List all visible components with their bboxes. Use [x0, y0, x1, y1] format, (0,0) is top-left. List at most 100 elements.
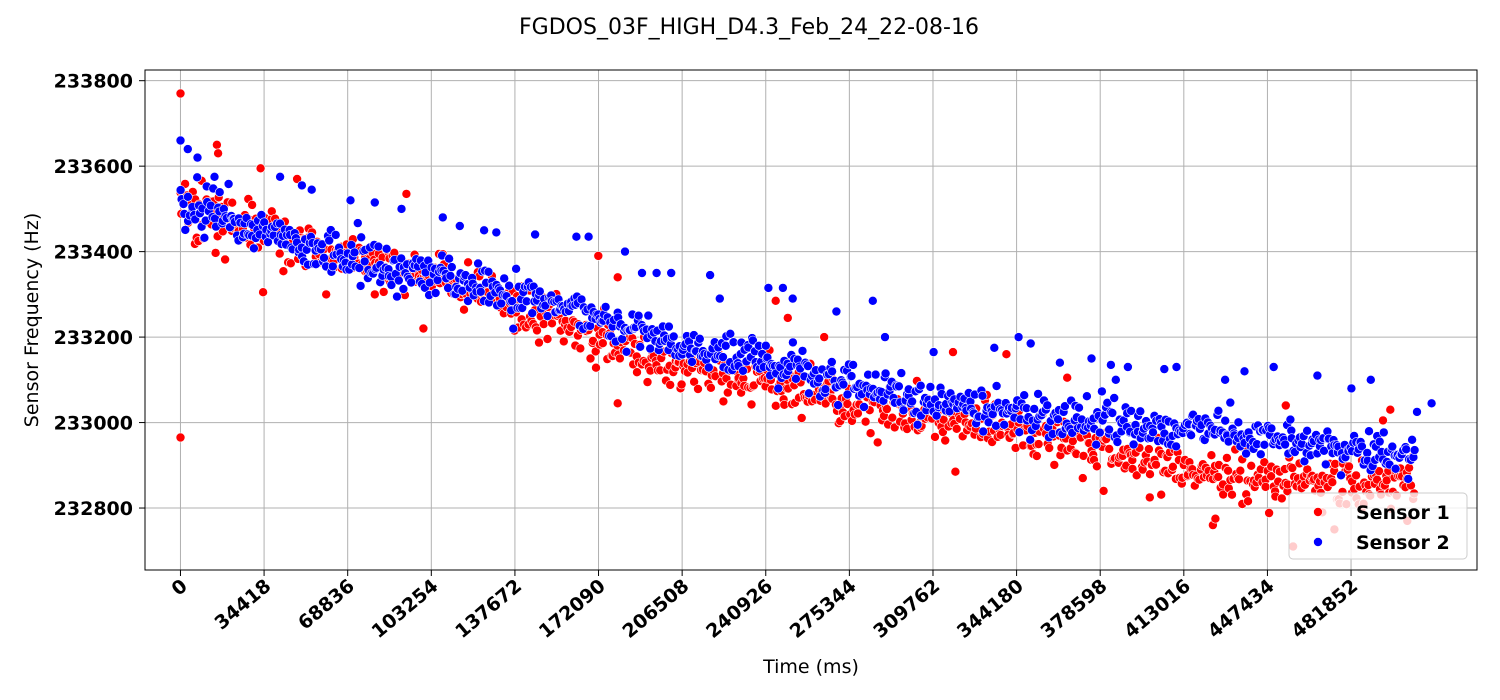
data-point — [1082, 391, 1092, 402]
data-point — [1387, 441, 1398, 452]
data-point — [1186, 430, 1196, 441]
data-point — [463, 296, 473, 306]
data-point — [898, 405, 909, 416]
data-point — [479, 225, 489, 236]
data-point — [430, 288, 441, 298]
data-point — [1128, 439, 1139, 450]
data-point — [950, 466, 961, 477]
x-tick-label: 275344 — [786, 575, 861, 643]
data-point — [770, 295, 781, 306]
x-tick-label: 68836 — [294, 575, 359, 634]
data-point — [275, 172, 285, 182]
data-point — [585, 353, 596, 364]
data-point — [1033, 389, 1043, 399]
data-point — [991, 381, 1002, 391]
data-point — [1346, 383, 1357, 394]
data-point — [247, 200, 257, 210]
data-point — [1095, 427, 1105, 438]
data-point — [1351, 470, 1361, 481]
data-point — [1321, 459, 1331, 470]
data-point — [255, 163, 266, 174]
data-point — [915, 380, 926, 391]
data-point — [292, 174, 302, 184]
data-point — [1264, 508, 1274, 518]
data-point — [571, 231, 582, 242]
data-point — [763, 283, 774, 293]
data-point — [1053, 414, 1063, 425]
data-point — [612, 398, 623, 409]
data-point — [1256, 449, 1266, 460]
data-point — [1426, 398, 1437, 409]
data-point — [1344, 461, 1354, 472]
data-point — [306, 184, 317, 195]
data-point — [796, 413, 807, 423]
data-point — [392, 291, 402, 302]
data-point — [1123, 362, 1133, 372]
data-point — [1281, 400, 1291, 411]
data-point — [396, 253, 407, 264]
data-point — [703, 362, 714, 373]
data-point — [694, 333, 705, 344]
data-point — [1401, 444, 1411, 455]
data-point — [1327, 477, 1338, 488]
data-point — [1213, 472, 1223, 482]
data-point — [1220, 374, 1230, 385]
data-point — [782, 313, 793, 323]
data-point — [258, 287, 268, 298]
data-point — [1210, 513, 1221, 524]
data-point — [1225, 397, 1236, 408]
data-point — [615, 353, 625, 364]
x-axis-label: Time (ms) — [762, 656, 859, 678]
data-point — [714, 293, 725, 304]
data-point — [278, 266, 289, 277]
data-point — [454, 221, 465, 231]
data-point — [814, 373, 825, 384]
data-point — [1259, 457, 1270, 468]
data-point — [1145, 492, 1155, 503]
data-point — [1019, 390, 1029, 401]
data-point — [770, 400, 781, 411]
chart-title: FGDOS_03F_HIGH_D4.3_Feb_24_22-08-16 — [519, 15, 979, 40]
data-point — [612, 272, 623, 283]
data-points — [175, 88, 1437, 552]
data-point — [1213, 405, 1224, 416]
data-point — [1222, 453, 1232, 463]
x-tick-label: 206508 — [618, 575, 693, 643]
data-point — [1013, 332, 1024, 342]
data-point — [1074, 402, 1084, 413]
data-point — [853, 408, 863, 419]
data-point — [393, 275, 404, 286]
data-point — [297, 180, 307, 191]
data-point — [820, 384, 831, 395]
data-point — [491, 227, 502, 238]
data-point — [1266, 471, 1276, 482]
data-point — [473, 258, 483, 269]
data-point — [1107, 408, 1118, 418]
data-point — [880, 368, 891, 379]
data-point — [989, 342, 1000, 353]
data-point — [632, 367, 642, 378]
data-point — [867, 295, 878, 306]
data-point — [642, 377, 653, 387]
data-point — [1029, 404, 1039, 414]
data-point — [319, 252, 329, 263]
data-point — [212, 140, 222, 150]
data-point — [1378, 415, 1388, 426]
data-point — [192, 172, 202, 183]
data-point — [175, 135, 186, 146]
data-point — [1234, 474, 1244, 485]
data-point — [1260, 482, 1271, 492]
x-tick-label: 0 — [167, 575, 191, 600]
data-point — [396, 204, 407, 214]
data-point — [180, 225, 191, 235]
data-point — [1151, 459, 1161, 470]
data-point — [1025, 338, 1036, 349]
data-point — [720, 340, 731, 351]
y-axis-ticks: 232800 233000 233200 233400 233600 233800 — [54, 71, 145, 520]
x-tick-label: 447434 — [1204, 575, 1279, 643]
data-point — [406, 277, 417, 288]
data-point — [401, 189, 412, 199]
data-point — [978, 426, 989, 437]
data-point — [445, 270, 456, 281]
